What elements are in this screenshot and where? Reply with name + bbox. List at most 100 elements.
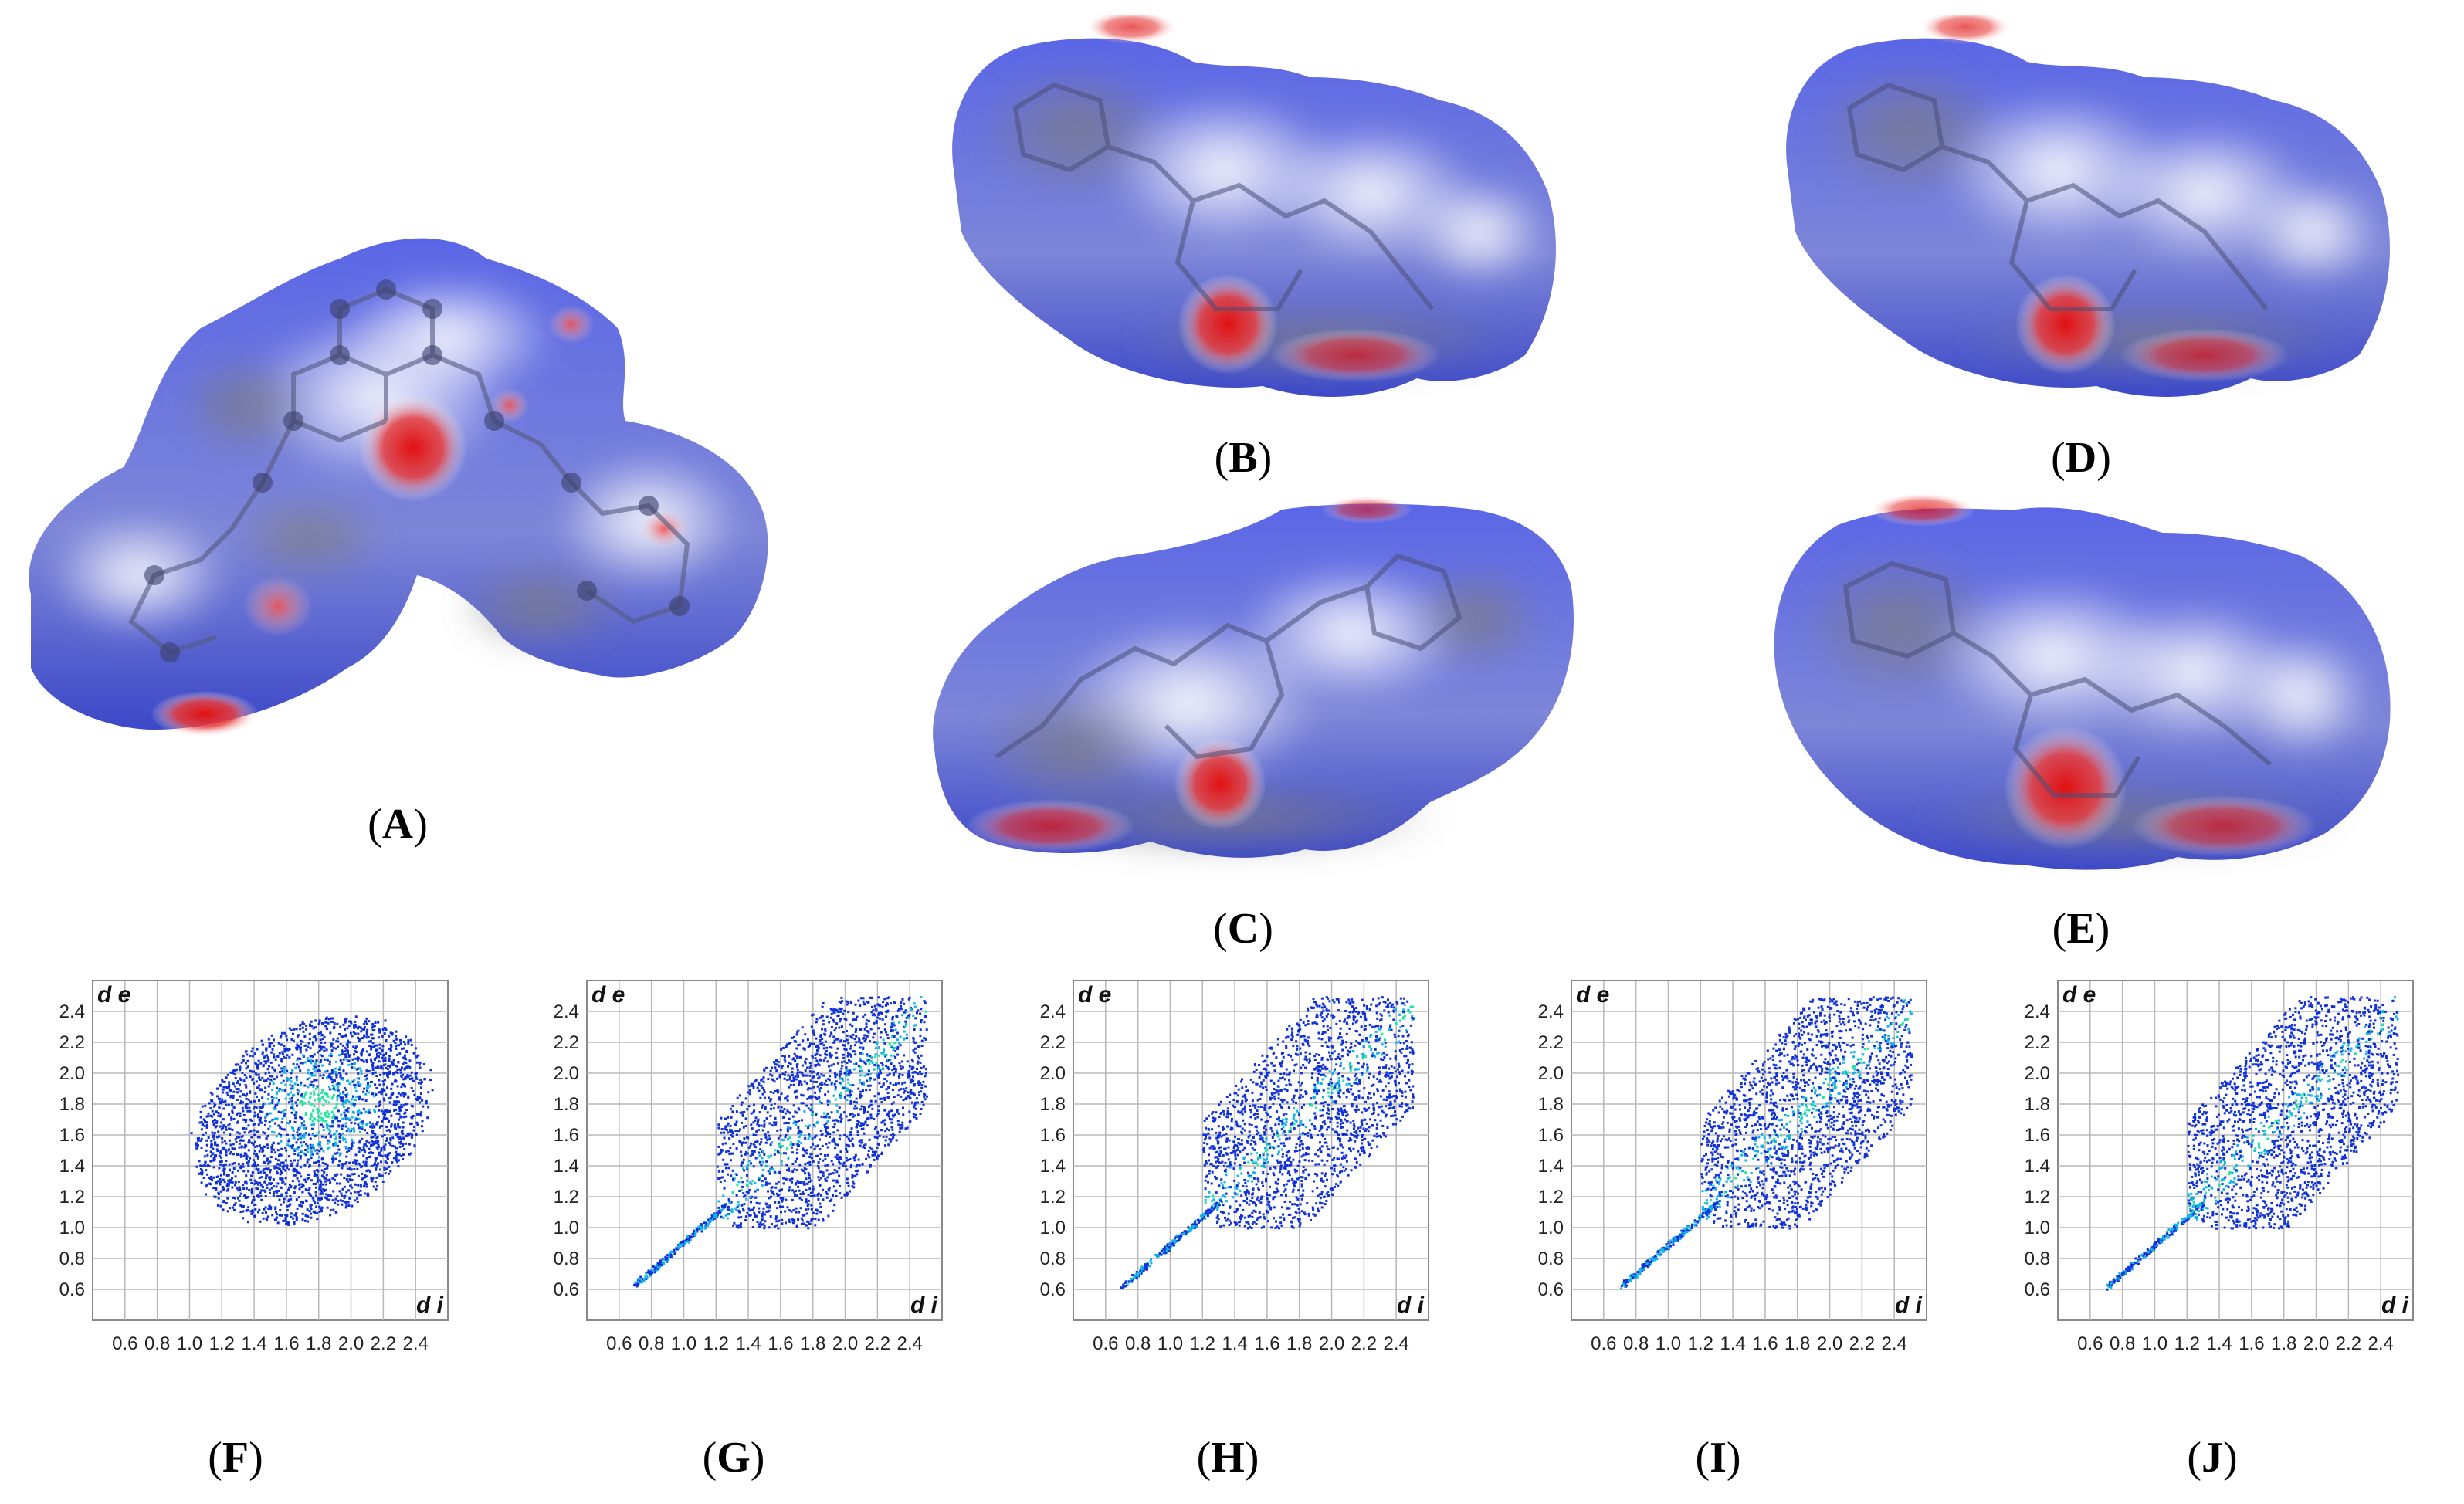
y-axis-label: d e [2062,982,2096,1008]
x-tick-label: 1.2 [1190,1333,1215,1354]
plot-frame [586,980,943,1321]
y-tick-label: 2.2 [2025,1032,2050,1053]
x-axis-label: d i [910,1292,938,1318]
x-tick-label: 1.8 [1286,1333,1312,1354]
y-tick-label: 1.6 [59,1125,85,1146]
x-tick-label: 1.0 [2142,1333,2167,1354]
y-tick-label: 1.4 [59,1156,85,1177]
y-axis-label: d e [591,982,625,1008]
fingerprint-plot-g: 0.6 0.8 1.0 1.2 1.4 1.6 1.8 2.0 2.2 2.4 0.6 0.8 1.0 1… [525,973,957,1374]
y-tick-label: 1.4 [2025,1156,2050,1177]
y-tick-label: 1.0 [554,1218,579,1238]
plot-frame [2057,980,2414,1321]
scatter-points [2106,996,2400,1291]
y-axis-label: d e [1576,982,1609,1008]
panel-label-f: (F) [208,1434,263,1482]
y-tick-label: 2.0 [554,1063,579,1084]
y-tick-label: 1.8 [1040,1094,1066,1115]
x-tick-label: 0.8 [1623,1333,1649,1354]
y-tick-label: 0.8 [554,1248,579,1269]
x-tick-label: 1.0 [1656,1333,1681,1354]
scatter-points [632,996,928,1288]
x-tick-label: 1.2 [703,1333,729,1354]
x-tick-label: 1.4 [241,1333,266,1354]
x-tick-label: 2.0 [1319,1333,1344,1354]
scatter-points [1620,996,1913,1290]
panel-label-b: (B) [1214,434,1273,482]
y-tick-label: 1.4 [1538,1156,1564,1177]
y-tick-label: 1.2 [59,1187,85,1208]
y-tick-label: 0.6 [59,1279,85,1300]
y-tick-label: 2.4 [2025,1001,2050,1022]
fingerprint-plot-i: 0.6 0.8 1.0 1.2 1.4 1.6 1.8 2.0 2.2 2.4 0.6 0.8 1.0 1… [1510,973,1942,1374]
panel-label-c: (C) [1213,905,1273,953]
hirshfeld-surface-a [15,174,788,745]
plot-svg: 0.6 0.8 1.0 1.2 1.4 1.6 1.8 2.0 2.2 2.4 0.6 0.8 1.0 1… [1040,980,1429,1354]
x-tick-label: 2.4 [1881,1333,1906,1354]
plot-svg: 0.6 0.8 1.0 1.2 1.4 1.6 1.8 2.0 2.2 2.4 0.6 0.8 1.0 1… [2025,980,2414,1354]
x-tick-label: 2.2 [1351,1333,1377,1354]
y-tick-label: 0.6 [2025,1279,2050,1300]
x-tick-label: 1.0 [1157,1333,1183,1354]
x-tick-label: 1.8 [306,1333,331,1354]
x-tick-label: 0.6 [606,1333,632,1354]
y-tick-label: 1.2 [1538,1187,1564,1208]
x-tick-label: 0.8 [1125,1333,1151,1354]
y-tick-label: 2.0 [59,1063,85,1084]
x-tick-label: 1.0 [177,1333,202,1354]
x-tick-label: 1.6 [1254,1333,1279,1354]
y-tick-label: 2.2 [59,1032,85,1053]
panel-label-g: (G) [702,1434,765,1482]
x-tick-label: 0.6 [112,1333,137,1354]
y-tick-label: 1.8 [2025,1094,2050,1115]
y-tick-label: 2.4 [554,1001,579,1022]
y-tick-label: 0.6 [554,1279,579,1300]
fingerprint-plot-j: 0.6 0.8 1.0 1.2 1.4 1.6 1.8 2.0 2.2 2.4 0.6 0.8 1.0 1… [1996,973,2428,1374]
panel-label-j: (J) [2187,1434,2238,1482]
panel-label-e: (E) [2052,905,2110,953]
y-tick-label: 0.8 [2025,1248,2050,1269]
plot-frame [92,980,449,1321]
x-tick-label: 2.0 [1817,1333,1842,1354]
plot-frame [1571,980,1927,1321]
x-tick-label: 2.2 [371,1333,396,1354]
y-axis-label: d e [97,982,130,1008]
y-tick-label: 1.0 [1538,1218,1564,1238]
y-tick-label: 1.4 [1040,1156,1066,1177]
y-tick-label: 0.6 [1040,1279,1066,1300]
x-tick-label: 0.8 [2110,1333,2135,1354]
y-tick-label: 1.2 [2025,1187,2050,1208]
y-tick-label: 2.2 [554,1032,579,1053]
x-tick-label: 2.2 [1849,1333,1875,1354]
x-tick-label: 1.6 [2239,1333,2264,1354]
plot-svg: 0.6 0.8 1.0 1.2 1.4 1.6 1.8 2.0 2.2 2.4 0.6 0.8 1.0 1… [59,980,449,1354]
plot-svg: 0.6 0.8 1.0 1.2 1.4 1.6 1.8 2.0 2.2 2.4 0.6 0.8 1.0 1… [554,980,943,1354]
panel-label-i: (I) [1695,1434,1741,1482]
y-tick-label: 1.8 [554,1094,579,1115]
plot-svg: 0.6 0.8 1.0 1.2 1.4 1.6 1.8 2.0 2.2 2.4 0.6 0.8 1.0 1… [1538,980,1927,1354]
x-tick-label: 0.8 [144,1333,170,1354]
x-tick-label: 1.8 [800,1333,825,1354]
fingerprint-plot-f: 0.6 0.8 1.0 1.2 1.4 1.6 1.8 2.0 2.2 2.4 0.6 0.8 1.0 1… [31,973,463,1374]
y-tick-label: 1.6 [1040,1125,1066,1146]
x-tick-label: 2.0 [832,1333,858,1354]
x-tick-label: 1.8 [1784,1333,1810,1354]
x-axis-label: d i [2381,1292,2409,1318]
x-axis-label: d i [416,1292,444,1318]
y-tick-label: 1.0 [59,1218,85,1238]
hirshfeld-surface-e [1761,494,2401,880]
x-tick-label: 2.4 [1383,1333,1408,1354]
x-tick-label: 2.2 [865,1333,890,1354]
x-tick-label: 1.4 [2206,1333,2232,1354]
x-tick-label: 1.4 [1720,1333,1745,1354]
hirshfeld-surface-d [1772,15,2405,417]
y-tick-label: 2.4 [59,1001,85,1022]
x-axis-label: d i [1895,1292,1923,1318]
x-tick-label: 1.6 [273,1333,299,1354]
y-tick-label: 2.2 [1040,1032,1066,1053]
y-tick-label: 2.2 [1538,1032,1564,1053]
x-tick-label: 2.0 [338,1333,364,1354]
x-tick-label: 0.8 [639,1333,664,1354]
x-tick-label: 1.6 [1752,1333,1778,1354]
y-axis-label: d e [1078,982,1111,1008]
